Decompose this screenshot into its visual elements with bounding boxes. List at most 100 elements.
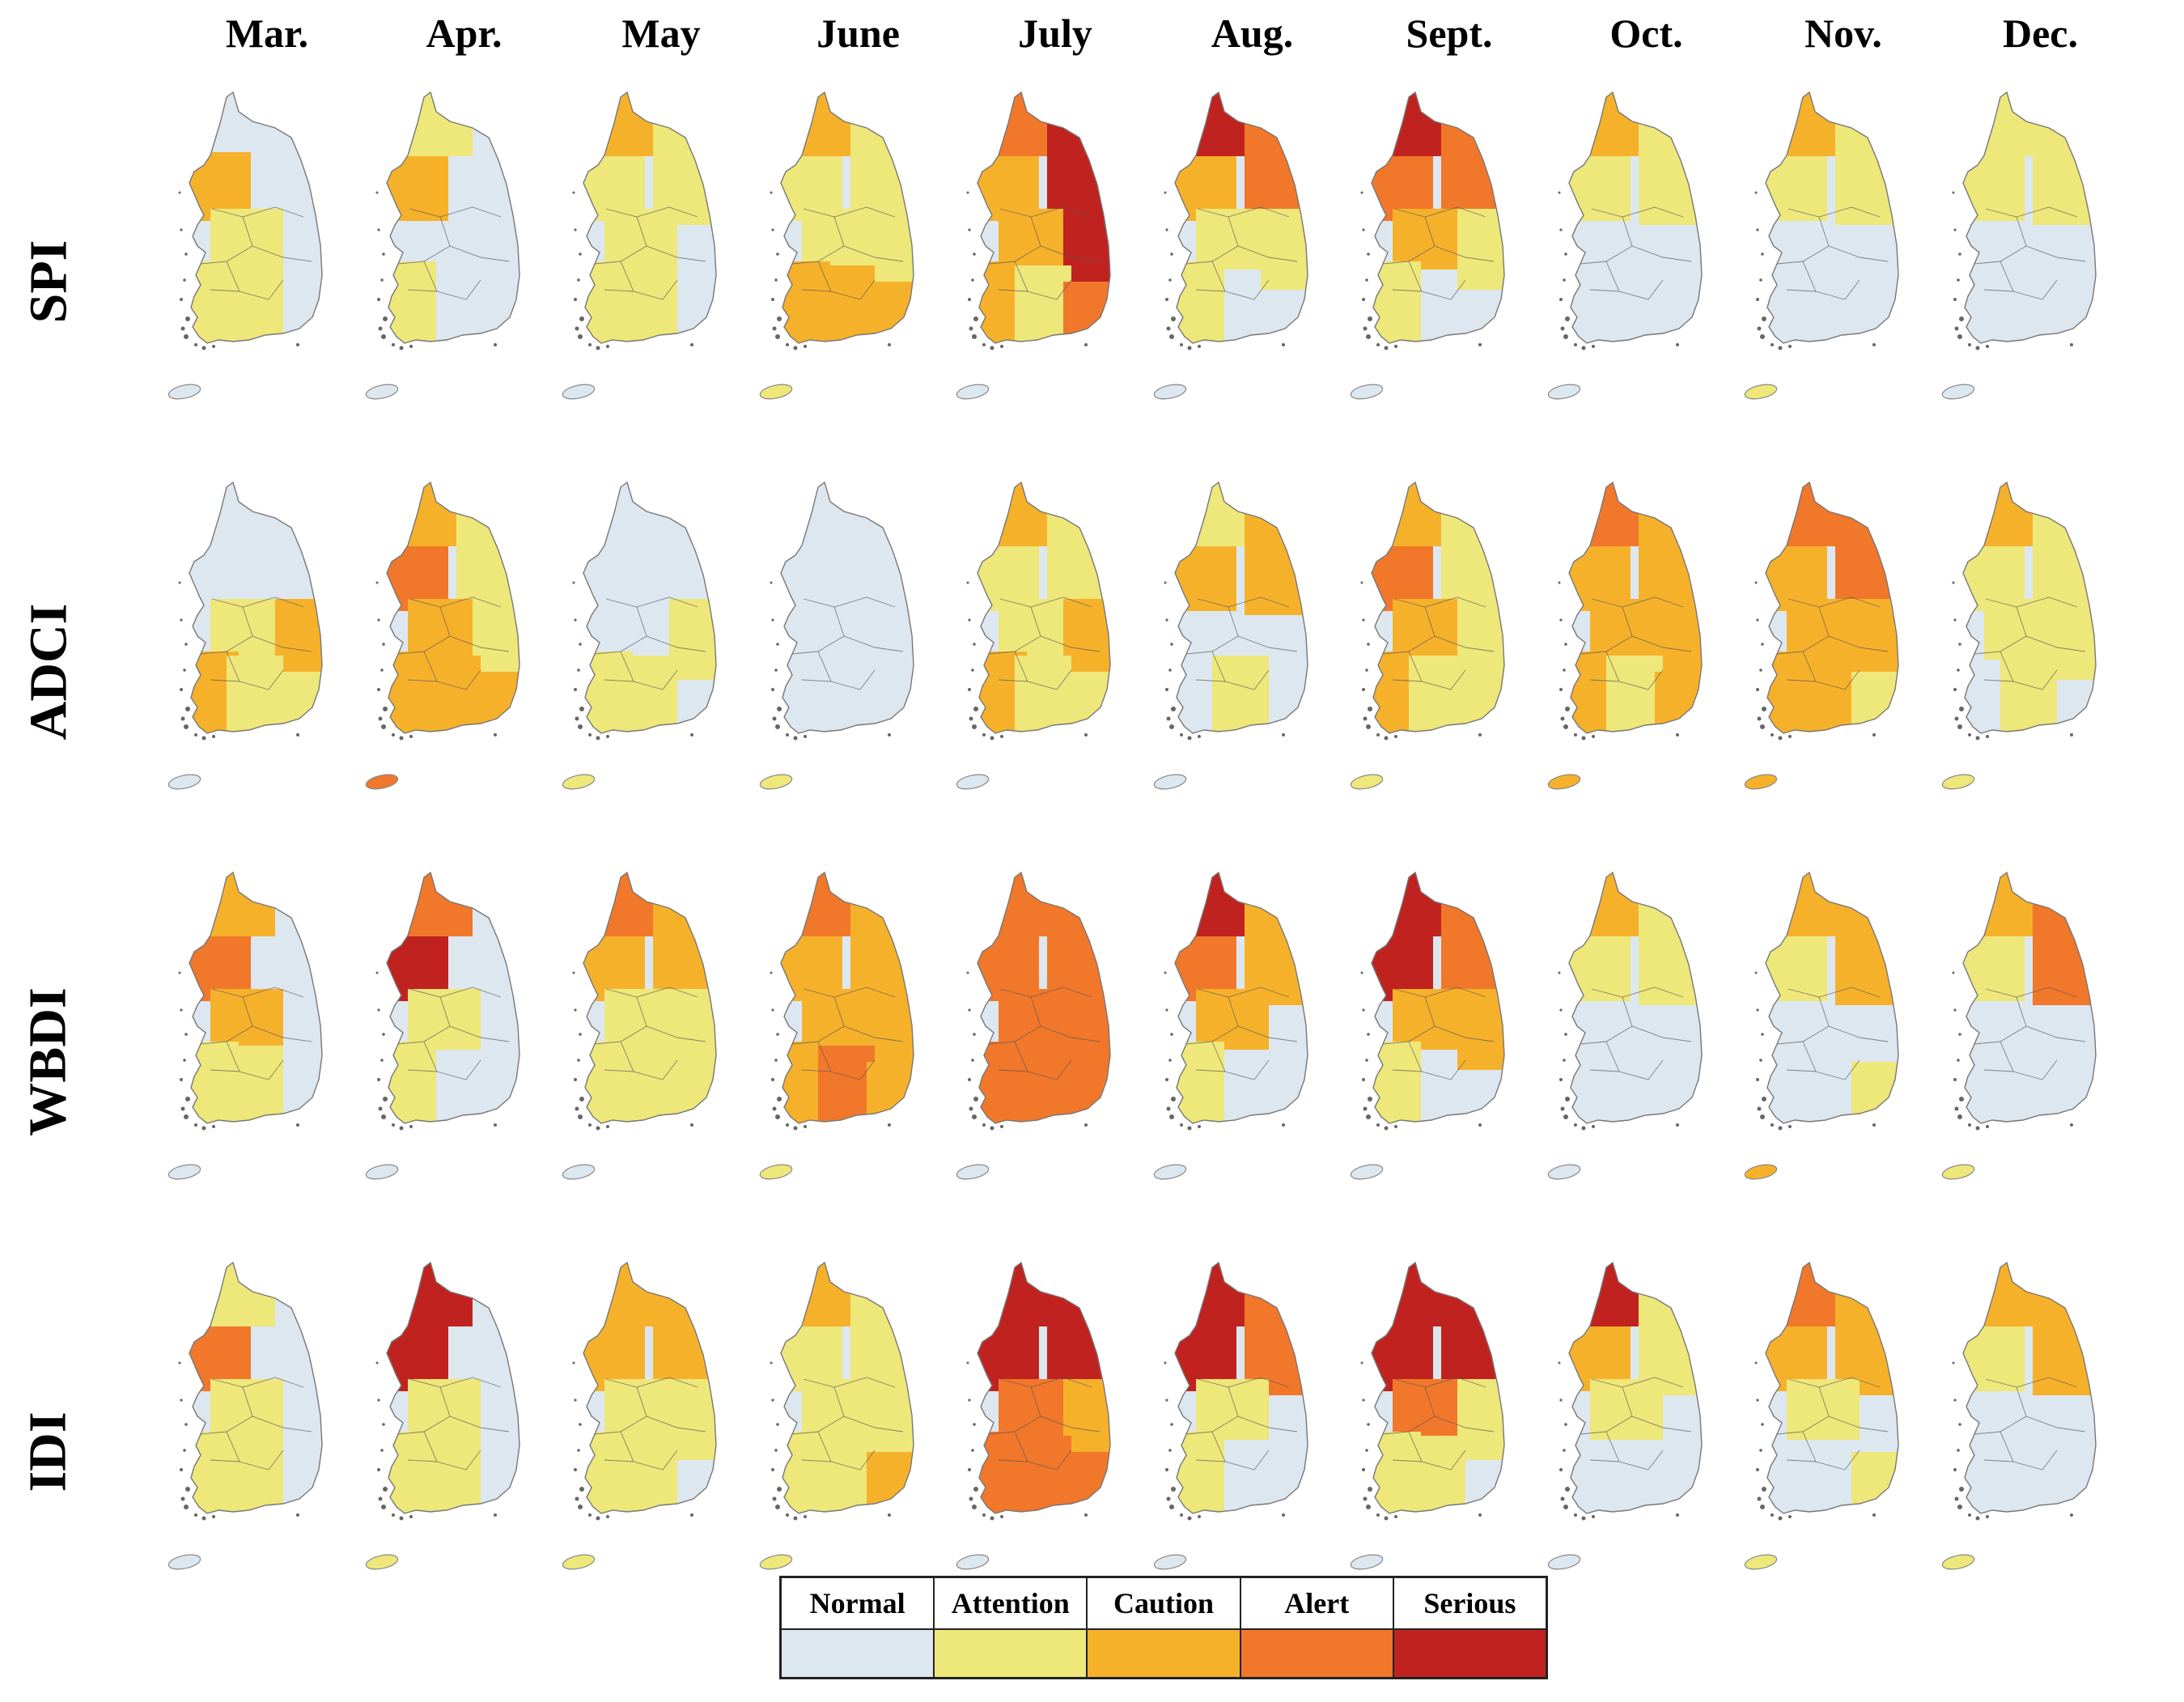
island-dot xyxy=(971,1059,974,1062)
map-region-northwest xyxy=(1568,932,1631,1001)
island-dot xyxy=(572,971,575,974)
jeju-island xyxy=(365,774,398,790)
island-dot xyxy=(380,1449,384,1452)
island-dot xyxy=(1376,1513,1380,1517)
island-dot xyxy=(973,707,978,711)
island-dot xyxy=(1573,1513,1577,1517)
island-dot xyxy=(578,1114,583,1119)
island-dot xyxy=(966,1361,969,1365)
island-dot xyxy=(774,1114,780,1119)
map-coastline xyxy=(189,1261,323,1514)
island-dot xyxy=(1761,1033,1764,1036)
island-dot xyxy=(376,1078,380,1081)
province-boundary xyxy=(210,679,240,682)
map-panel xyxy=(950,1258,1160,1638)
island-dot xyxy=(1788,1125,1792,1128)
island-dot xyxy=(772,1106,776,1111)
island-dot xyxy=(973,316,978,321)
jeju-island xyxy=(956,1164,990,1180)
province-boundary xyxy=(1392,1069,1423,1072)
island-dot xyxy=(1564,707,1570,711)
island-dot xyxy=(1166,1496,1170,1501)
province-boundary xyxy=(1030,216,1100,262)
province-boundary xyxy=(803,987,895,998)
jeju-island xyxy=(956,1554,990,1570)
island-dot xyxy=(1760,1114,1765,1119)
island-dot xyxy=(690,1123,693,1127)
island-dot xyxy=(1170,316,1176,321)
island-dot xyxy=(1281,343,1285,346)
map-coastline xyxy=(189,481,323,734)
island-dot xyxy=(973,643,976,646)
map-region-center xyxy=(1195,209,1269,270)
island-dot xyxy=(770,581,772,584)
province-boundary xyxy=(1786,289,1817,292)
province-boundary xyxy=(226,261,284,300)
province-boundary xyxy=(1408,261,1466,300)
province-boundary xyxy=(1605,261,1663,300)
island-dot xyxy=(1967,1123,1971,1127)
island-dot xyxy=(380,724,386,729)
province-boundary xyxy=(1591,987,1683,998)
province-boundary xyxy=(833,1386,903,1432)
island-dot xyxy=(1761,253,1764,256)
island-dot xyxy=(770,1399,774,1402)
province-boundary xyxy=(1818,606,1889,652)
island-dot xyxy=(184,724,189,729)
island-dot xyxy=(1368,1097,1372,1101)
island-dot xyxy=(1560,1496,1564,1501)
map-region-southwest xyxy=(1372,1042,1421,1123)
island-dot xyxy=(180,716,185,721)
map-panel xyxy=(162,87,372,468)
island-dot xyxy=(1360,581,1363,584)
island-dot xyxy=(968,1008,971,1012)
island-dot xyxy=(770,618,774,622)
province-boundary xyxy=(604,679,634,682)
korea-map xyxy=(759,871,914,1180)
jeju-island xyxy=(1941,384,1974,400)
island-dot xyxy=(1166,1106,1170,1111)
map-region-northeast xyxy=(1244,510,1308,615)
korea-map xyxy=(1744,1261,1899,1570)
island-dot xyxy=(194,343,197,346)
island-dot xyxy=(776,316,782,321)
island-dot xyxy=(184,643,188,646)
island-dot xyxy=(1362,228,1365,231)
island-dot xyxy=(588,1513,592,1517)
korea-map xyxy=(168,91,323,400)
province-boundary xyxy=(833,216,903,262)
index-label-text: WBDI xyxy=(19,987,78,1136)
island-dot xyxy=(1000,735,1003,738)
month-label: Sept. xyxy=(1406,11,1493,56)
map-coastline xyxy=(385,91,520,344)
province-boundary xyxy=(439,996,509,1042)
island-dot xyxy=(1562,1449,1566,1452)
jeju-island xyxy=(1153,384,1186,400)
jeju-island xyxy=(759,774,792,790)
map-panel xyxy=(1738,87,1949,468)
island-dot xyxy=(212,1515,215,1518)
island-dot xyxy=(1760,334,1765,339)
island-dot xyxy=(578,724,583,729)
island-dot xyxy=(1975,1516,1979,1521)
island-dot xyxy=(1953,1078,1957,1081)
island-dot xyxy=(1957,1114,1962,1119)
island-dot xyxy=(1366,1114,1371,1119)
map-panel xyxy=(556,477,766,858)
province-boundary xyxy=(1787,987,1881,998)
island-dot xyxy=(776,707,782,711)
province-boundary xyxy=(2016,996,2085,1042)
island-dot xyxy=(1362,298,1365,301)
map-region-center xyxy=(210,209,283,270)
island-dot xyxy=(1170,1487,1176,1492)
island-dot xyxy=(1478,733,1482,736)
island-dot xyxy=(803,345,807,348)
jeju-island xyxy=(168,774,201,790)
island-dot xyxy=(201,1516,206,1521)
island-dot xyxy=(990,736,994,741)
island-dot xyxy=(1675,343,1679,346)
island-dot xyxy=(1197,345,1201,348)
island-dot xyxy=(1957,724,1962,729)
island-dot xyxy=(971,668,974,672)
map-coastline xyxy=(583,1261,717,1514)
